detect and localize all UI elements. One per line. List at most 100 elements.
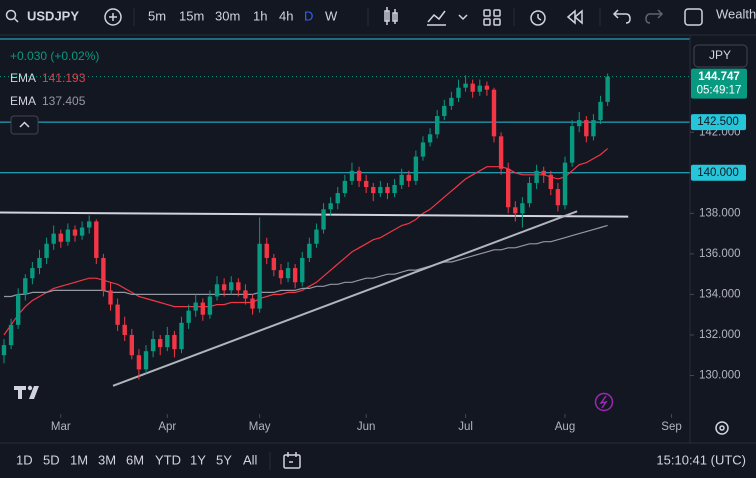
- candle-body: [349, 170, 355, 181]
- candle-body: [371, 187, 376, 194]
- candle-body: [172, 334, 177, 350]
- search-icon[interactable]: [5, 9, 19, 23]
- candle-body: [179, 322, 184, 350]
- y-tick-label: 134.000: [699, 288, 741, 300]
- candle-body: [136, 355, 142, 370]
- candle-body: [513, 207, 518, 214]
- candle-body: [442, 105, 447, 117]
- candle-body: [378, 187, 383, 194]
- candle-body: [342, 180, 348, 194]
- candle-body: [456, 87, 461, 98]
- candle-body: [115, 304, 120, 325]
- x-tick-label: Apr: [158, 421, 176, 433]
- toolbar-cut-label[interactable]: Wealth: [716, 6, 756, 21]
- candle-body: [577, 120, 582, 127]
- candle-body: [328, 203, 333, 210]
- candle-body: [72, 229, 78, 236]
- indicators-button[interactable]: [427, 10, 468, 26]
- candle-body: [271, 257, 277, 271]
- interval-button[interactable]: D: [304, 8, 313, 23]
- range-button[interactable]: 5Y: [216, 452, 232, 467]
- x-tick-label: Mar: [51, 421, 71, 433]
- candle-body: [427, 134, 433, 143]
- legend-value: 141.193: [42, 71, 86, 85]
- y-tick-label: 132.000: [699, 329, 741, 341]
- x-tick-label: Aug: [555, 421, 575, 433]
- candle-body: [15, 294, 21, 325]
- interval-button[interactable]: 15m: [179, 8, 204, 23]
- candle-body: [392, 184, 397, 194]
- countdown-label: 05:49:17: [697, 85, 742, 97]
- candle-body: [94, 221, 99, 258]
- candle-body: [200, 302, 206, 315]
- tradingview-logo: [14, 385, 39, 399]
- x-tick-label: Jun: [357, 421, 376, 433]
- candle-body: [108, 290, 113, 305]
- range-button[interactable]: 3M: [98, 452, 116, 467]
- compare-button[interactable]: [104, 8, 122, 26]
- alert-button[interactable]: [530, 10, 546, 26]
- currency[interactable]: JPY: [709, 48, 731, 62]
- y-tick-label: 138.000: [699, 207, 741, 219]
- candle-body: [584, 120, 589, 137]
- lightning-icon[interactable]: [594, 392, 614, 412]
- last-price-label: 144.747: [698, 71, 740, 83]
- candle-body: [363, 180, 369, 187]
- candle-body: [264, 243, 269, 258]
- range-button[interactable]: 6M: [126, 452, 144, 467]
- fullscreen-button[interactable]: [684, 8, 703, 26]
- range-button[interactable]: YTD: [155, 452, 181, 467]
- candle-body: [250, 298, 255, 309]
- candle-body: [420, 142, 426, 157]
- currency-button[interactable]: [693, 44, 748, 68]
- interval-button[interactable]: 1h: [253, 8, 267, 23]
- candle-body: [534, 170, 539, 183]
- trendline: [112, 210, 578, 387]
- undo-button[interactable]: [612, 9, 631, 24]
- candle-body: [498, 136, 504, 169]
- candle-body: [1, 345, 7, 356]
- candle-body: [129, 334, 135, 356]
- symbol[interactable]: USDJPY: [27, 8, 79, 23]
- candle-body: [143, 351, 149, 370]
- candle-body: [335, 193, 340, 204]
- layout-button[interactable]: [483, 9, 501, 26]
- date-range-button[interactable]: [283, 452, 301, 469]
- candle-body: [505, 168, 511, 208]
- legend-name: EMA: [10, 94, 36, 108]
- settings-icon[interactable]: [715, 421, 729, 435]
- horizontal-line-label: 142.500: [697, 116, 739, 128]
- last-price-box: [691, 68, 747, 99]
- clock[interactable]: 15:10:41 (UTC): [656, 452, 746, 467]
- candle-body: [434, 116, 440, 135]
- candle-body: [541, 170, 546, 175]
- range-button[interactable]: 1M: [70, 452, 88, 467]
- candle-body: [193, 302, 198, 311]
- candle-body: [58, 233, 63, 242]
- range-button[interactable]: 1Y: [190, 452, 206, 467]
- candle-body: [207, 296, 213, 315]
- chart-type-button[interactable]: [384, 7, 398, 25]
- candle-body: [236, 282, 241, 291]
- interval-button[interactable]: 4h: [279, 8, 293, 23]
- interval-button[interactable]: 30m: [215, 8, 240, 23]
- range-button[interactable]: 5D: [43, 452, 60, 467]
- collapse-legend-button[interactable]: [10, 115, 39, 135]
- candle-body: [477, 85, 482, 92]
- range-button[interactable]: 1D: [16, 452, 33, 467]
- replay-button[interactable]: [566, 9, 583, 25]
- redo-button[interactable]: [645, 9, 664, 24]
- candle-body: [158, 339, 163, 348]
- candle-body: [101, 257, 106, 291]
- interval-button[interactable]: 5m: [148, 8, 166, 23]
- candle-body: [37, 257, 42, 269]
- candle-body: [356, 170, 362, 181]
- candle-body: [321, 209, 326, 230]
- candle-body: [598, 101, 603, 121]
- candle-body: [86, 221, 92, 228]
- range-button[interactable]: All: [243, 452, 258, 467]
- interval-button[interactable]: W: [325, 8, 338, 23]
- candle-body: [214, 284, 220, 297]
